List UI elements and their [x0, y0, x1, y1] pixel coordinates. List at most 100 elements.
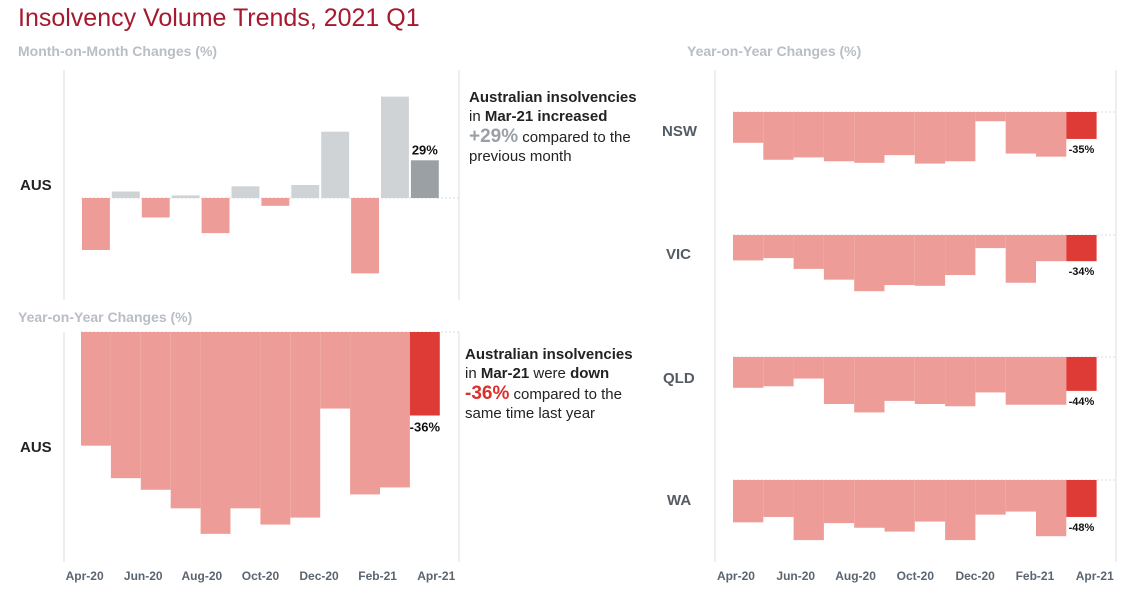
vic_yoy-bar-sep-20: [884, 235, 915, 286]
mom-commentary-value-post: compared to the: [518, 129, 631, 146]
wa_yoy-x-tick-dec-20: Dec-20: [955, 569, 995, 583]
aus_mom-bar-jun-20: [141, 198, 170, 218]
mom-commentary-line1: Australian insolvencies: [469, 89, 637, 106]
aus_yoy-bar-apr-20: [81, 332, 111, 446]
nsw_yoy-bar-sep-20: [884, 112, 915, 156]
aus_yoy-bar-oct-20: [260, 332, 291, 525]
qld_yoy-bar-sep-20: [884, 357, 915, 401]
vic_yoy-bar-feb-21: [1036, 235, 1067, 262]
wa_yoy-bar-dec-20: [975, 480, 1006, 515]
wa_yoy-x-tick-feb-21: Feb-21: [1016, 569, 1055, 583]
vic_yoy-bar-mar-21: [1066, 235, 1097, 262]
region-label-qld: QLD: [663, 370, 695, 387]
qld_yoy-bar-mar-21: [1066, 357, 1097, 391]
aus_yoy-bar-nov-20: [290, 332, 321, 518]
vic_yoy-bar-dec-20: [975, 235, 1006, 249]
aus_yoy-x-tick-jun-20: Jun-20: [124, 569, 163, 583]
wa_yoy-bar-aug-20: [854, 480, 885, 528]
region-label-aus-yoy: AUS: [20, 439, 52, 456]
aus_yoy-bar-sep-20: [230, 332, 261, 509]
vic_yoy-bar-jan-21: [1005, 235, 1036, 283]
wa_yoy-x-tick-apr-21: Apr-21: [1076, 569, 1114, 583]
wa_yoy-bar-jul-20: [823, 480, 855, 524]
aus_mom-bar-oct-20: [261, 198, 290, 206]
vic_yoy-value-label: -34%: [1069, 266, 1095, 278]
aus_yoy-value-label: -36%: [410, 420, 441, 435]
region-label-wa: WA: [667, 492, 692, 509]
wa_yoy-x-tick-aug-20: Aug-20: [835, 569, 876, 583]
aus_mom-bar-aug-20: [201, 198, 230, 234]
aus_yoy-x-tick-dec-20: Dec-20: [299, 569, 339, 583]
yoy-commentary: Australian insolvencies in Mar-21 were d…: [465, 345, 665, 423]
mom-commentary-value: +29%: [469, 126, 519, 147]
aus_yoy-x-tick-apr-21: Apr-21: [417, 569, 455, 583]
vic_yoy-bar-may-20: [763, 235, 794, 259]
aus_yoy-bar-may-20: [110, 332, 141, 479]
region-label-aus-mom: AUS: [20, 177, 52, 194]
yoy-commentary-value: -36%: [465, 383, 510, 404]
nsw_yoy-bar-jul-20: [823, 112, 855, 162]
nsw_yoy-bar-aug-20: [854, 112, 885, 163]
wa_yoy-bar-sep-20: [884, 480, 915, 532]
aus_yoy-bar-jan-21: [350, 332, 380, 495]
qld_yoy-bar-aug-20: [854, 357, 885, 413]
wa_yoy-x-tick-apr-20: Apr-20: [717, 569, 755, 583]
aus_yoy-x-tick-apr-20: Apr-20: [66, 569, 104, 583]
wa_yoy-value-label: -48%: [1069, 522, 1095, 534]
wa_yoy-x-tick-oct-20: Oct-20: [897, 569, 935, 583]
wa_yoy-bar-feb-21: [1036, 480, 1067, 537]
vic_yoy-bar-aug-20: [854, 235, 885, 292]
wa_yoy-bar-jan-21: [1005, 480, 1036, 512]
aus_mom-bar-dec-20: [321, 131, 350, 198]
wa_yoy-bar-nov-20: [945, 480, 976, 541]
aus_yoy-bar-dec-20: [320, 332, 351, 409]
nsw_yoy-bar-mar-21: [1066, 112, 1097, 139]
nsw_yoy-bar-dec-20: [975, 112, 1006, 122]
yoy-commentary-line2-mid: were: [529, 365, 571, 382]
aus_mom-bar-jul-20: [171, 195, 200, 198]
aus_yoy-x-tick-feb-21: Feb-21: [358, 569, 397, 583]
vic_yoy-bar-oct-20: [914, 235, 946, 286]
nsw_yoy-bar-feb-21: [1036, 112, 1067, 157]
vic_yoy-bar-jul-20: [823, 235, 855, 280]
vic_yoy-bar-nov-20: [945, 235, 976, 276]
yoy-commentary-line1: Australian insolvencies: [465, 346, 633, 363]
aus_yoy-bar-mar-21: [409, 332, 440, 416]
aus_mom-value-label: 29%: [412, 142, 438, 157]
wa_yoy-bar-may-20: [763, 480, 794, 517]
nsw_yoy-bar-jan-21: [1005, 112, 1036, 154]
qld_yoy-value-label: -44%: [1069, 396, 1095, 408]
aus_mom-bar-may-20: [111, 191, 140, 198]
qld_yoy-bar-oct-20: [914, 357, 946, 404]
aus_mom-bar-jan-21: [351, 198, 379, 274]
aus_yoy-bar-aug-20: [200, 332, 231, 534]
aus_mom-bar-apr-20: [82, 198, 110, 250]
qld_yoy-bar-may-20: [763, 357, 794, 387]
nsw_yoy-value-label: -35%: [1069, 144, 1095, 156]
yoy-commentary-line2-bold2: down: [570, 365, 610, 382]
aus_yoy-x-tick-oct-20: Oct-20: [242, 569, 280, 583]
qld_yoy-bar-dec-20: [975, 357, 1006, 393]
region-label-vic: VIC: [666, 246, 692, 263]
aus_yoy-bar-feb-21: [380, 332, 410, 488]
aus_mom-bar-feb-21: [381, 96, 409, 198]
yoy-commentary-line2-bold: Mar-21: [480, 365, 530, 382]
mom-commentary-line2-pre: in: [469, 108, 485, 125]
yoy-states-section-title: Year-on-Year Changes (%): [687, 43, 862, 59]
qld_yoy-bar-nov-20: [945, 357, 976, 407]
qld_yoy-bar-jun-20: [793, 357, 824, 379]
mom-section-title: Month-on-Month Changes (%): [18, 43, 218, 59]
yoy-commentary-value-post: compared to the: [509, 386, 622, 403]
nsw_yoy-bar-jun-20: [793, 112, 824, 158]
aus_yoy-bar-jun-20: [140, 332, 171, 490]
mom-commentary-line4: previous month: [469, 148, 572, 165]
vic_yoy-bar-apr-20: [733, 235, 764, 261]
page-title: Insolvency Volume Trends, 2021 Q1: [18, 4, 420, 32]
aus_mom-bar-nov-20: [291, 185, 320, 198]
qld_yoy-bar-jul-20: [823, 357, 855, 404]
wa_yoy-bar-oct-20: [914, 480, 946, 522]
qld_yoy-bar-jan-21: [1005, 357, 1036, 405]
wa_yoy-x-tick-jun-20: Jun-20: [776, 569, 815, 583]
yoy-commentary-line2-pre: in: [465, 365, 481, 382]
